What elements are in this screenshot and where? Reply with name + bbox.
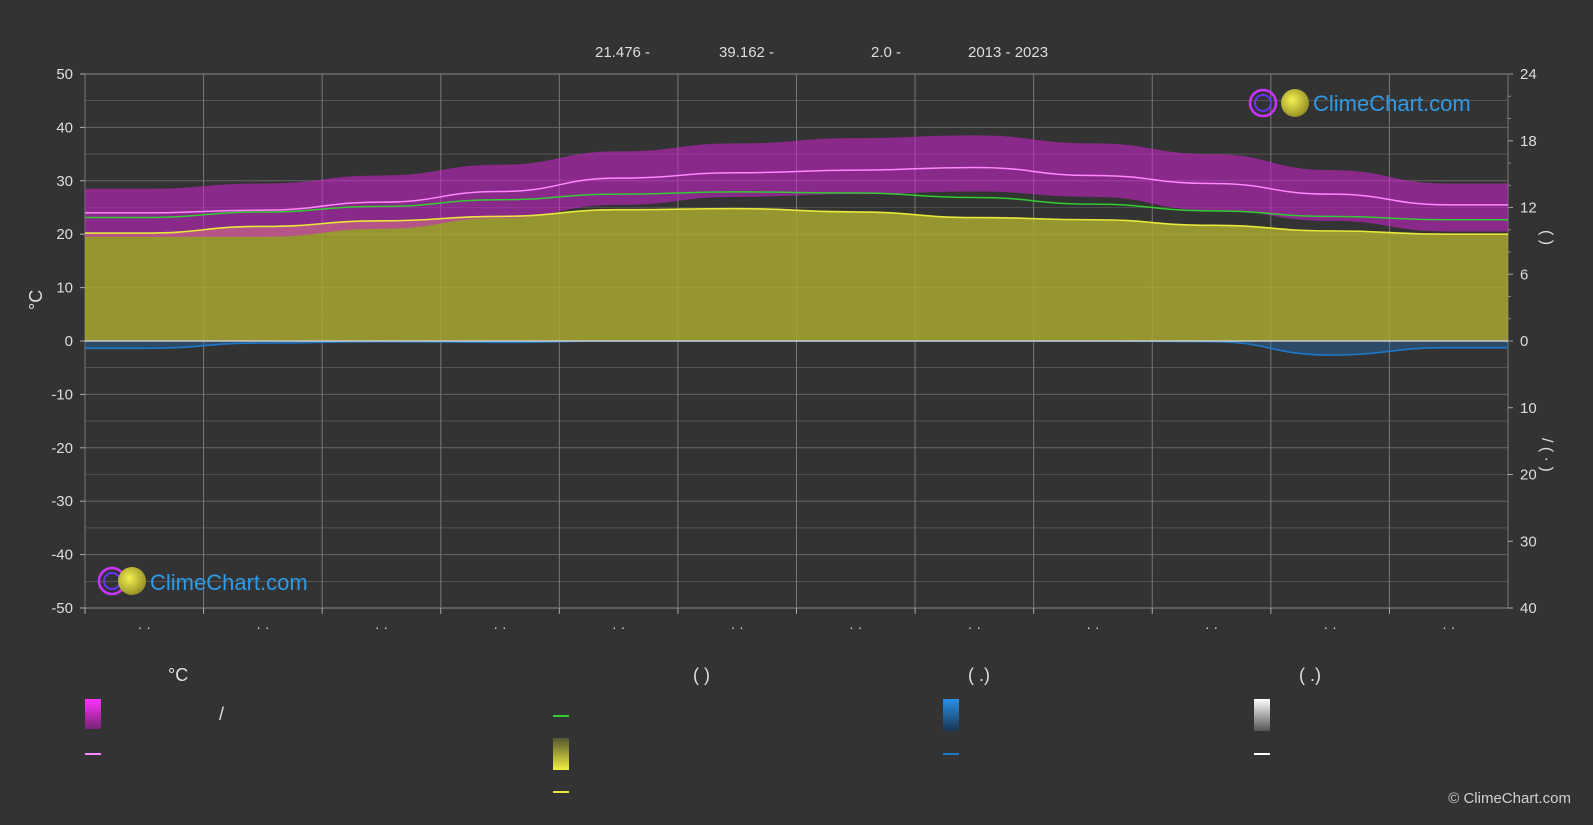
header-years: 2013 - 2023: [968, 44, 1049, 61]
right-axis-top-tick-label: 24: [1520, 66, 1537, 83]
right-axis-top-tick-label: 0: [1520, 333, 1528, 350]
legend-sun-title: ( ): [693, 665, 710, 685]
left-axis-tick-label: -10: [51, 386, 73, 403]
left-axis-tick-label: 40: [56, 119, 73, 136]
chart-plot-area: [84, 135, 1508, 356]
right-axis-top-tick-label: 18: [1520, 133, 1537, 150]
header-elevation: 2.0 -: [871, 44, 902, 61]
x-axis-tick-label: · ·: [612, 619, 625, 635]
right-axis-top-tick-label: 6: [1520, 266, 1528, 283]
chart-axes: 50 40 30 20 10 0 -10 -20 -30 -40 -50 24 18 12 6 0 10 20 30…: [51, 66, 1536, 635]
legend-temp-range-swatch: [85, 699, 101, 729]
logo-top-right: ClimeChart.com: [1248, 88, 1471, 118]
legend-rain-title: ( .): [968, 665, 990, 685]
legend-sunshine-swatch: [553, 738, 569, 770]
x-axis-tick-label: · ·: [493, 619, 506, 635]
left-axis-tick-label: 50: [56, 66, 73, 83]
copyright: © ClimeChart.com: [1448, 790, 1571, 807]
right-bottom-axis-label: / ( · ): [1538, 438, 1555, 472]
x-axis-tick-label: · ·: [1086, 619, 1099, 635]
header-longitude: 39.162 -: [719, 44, 775, 61]
x-axis-tick-label: · ·: [1205, 619, 1218, 635]
legend-temp-slash: /: [219, 704, 225, 724]
legend-snow-title: ( .): [1299, 665, 1321, 685]
legend: [85, 699, 1270, 793]
left-axis-unit: °C: [26, 289, 46, 310]
x-axis-tick-label: · ·: [1442, 619, 1455, 635]
x-axis-tick-label: · ·: [256, 619, 269, 635]
left-axis-tick-label: -20: [51, 440, 73, 457]
legend-rain-swatch: [943, 699, 959, 731]
temperature-mean-line: [85, 166, 1508, 214]
sunshine-area: [85, 208, 1508, 341]
right-top-axis-label: ( ): [1538, 230, 1555, 246]
right-axis-bottom-tick-label: 20: [1520, 467, 1537, 484]
left-axis-tick-label: 0: [65, 333, 73, 350]
svg-text:ClimeChart.com: ClimeChart.com: [150, 570, 308, 595]
logo-bottom-left: ClimeChart.com: [97, 566, 308, 596]
right-axis-bottom-tick-label: 40: [1520, 600, 1537, 617]
left-axis-tick-label: 10: [56, 280, 73, 297]
x-axis-tick-label: · ·: [1324, 619, 1337, 635]
x-axis-tick-label: · ·: [731, 619, 744, 635]
left-axis-tick-label: -30: [51, 493, 73, 510]
x-axis-tick-label: · ·: [375, 619, 388, 635]
x-axis-tick-label: · ·: [968, 619, 981, 635]
daylight-line: [85, 191, 1508, 221]
legend-temp-title: °C: [168, 665, 189, 685]
right-axis-bottom-tick-label: 10: [1520, 400, 1537, 417]
left-axis-tick-label: -40: [51, 547, 73, 564]
header-latitude: 21.476 -: [595, 44, 651, 61]
left-axis-tick-label: -50: [51, 600, 73, 617]
x-axis-tick-label: · ·: [138, 619, 151, 635]
left-axis-tick-label: 30: [56, 173, 73, 190]
right-axis-bottom-tick-label: 30: [1520, 533, 1537, 550]
sunshine-line: [84, 207, 1508, 235]
left-axis-tick-label: 20: [56, 226, 73, 243]
right-axis-top-tick-label: 12: [1520, 200, 1537, 217]
svg-text:ClimeChart.com: ClimeChart.com: [1313, 91, 1471, 116]
temperature-range-band: [85, 135, 1508, 237]
x-axis-tick-label: · ·: [849, 619, 862, 635]
legend-snow-swatch: [1254, 699, 1270, 731]
